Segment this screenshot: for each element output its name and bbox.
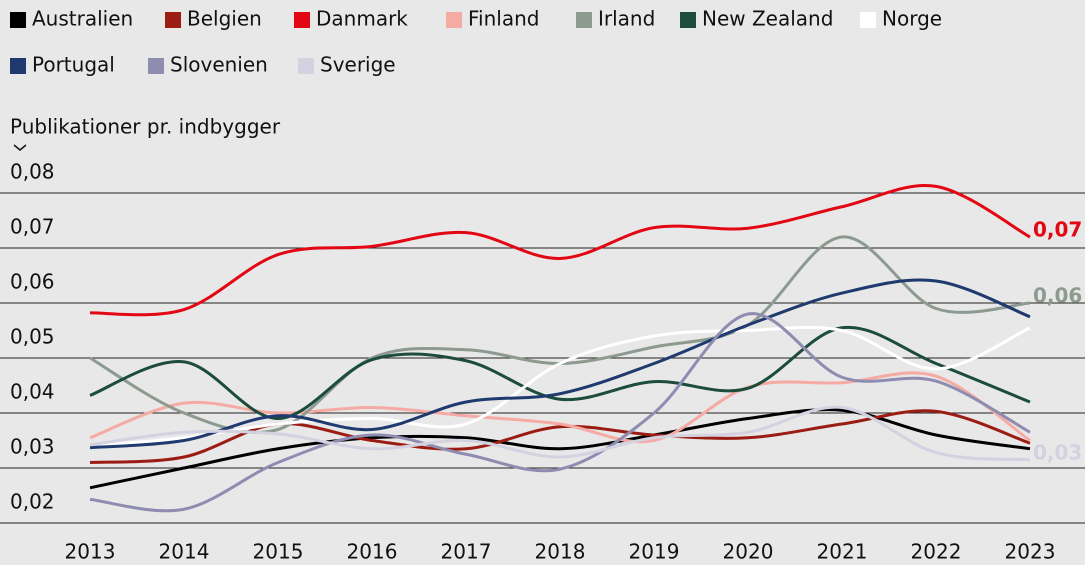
legend-label: Belgien [187,7,262,31]
legend-label: Portugal [32,53,115,77]
y-tick-label: 0,02 [10,490,55,514]
end-label: 0,06 [1033,284,1082,308]
line [89,405,1031,462]
legend-swatch [680,12,696,28]
legend-swatch [148,58,164,74]
x-tick-label: 2014 [159,540,210,564]
x-tick-label: 2022 [911,540,962,564]
line [89,371,1031,444]
line [89,408,1031,490]
y-tick-label: 0,08 [10,160,55,184]
legend-swatch [10,12,26,28]
y-tick-label: 0,03 [10,435,55,459]
x-tick-label: 2021 [817,540,868,564]
legend-swatch [576,12,592,28]
x-tick-label: 2019 [629,540,680,564]
line [89,325,1031,448]
line [89,325,1031,421]
end-label: 0,07 [1033,218,1082,242]
chevron-icon [13,144,27,151]
line [89,235,1031,434]
x-tick-label: 2016 [347,540,398,564]
legend-swatch [10,58,26,74]
x-tick-label: 2017 [441,540,492,564]
y-tick-label: 0,06 [10,270,55,294]
legend-swatch [446,12,462,28]
legend-label: Slovenien [170,53,268,77]
legend-swatch [294,12,310,28]
end-label: 0,03 [1033,440,1082,464]
legend-swatch [298,58,314,74]
legend-swatch [860,12,876,28]
legend-label: Finland [468,7,539,31]
y-axis-label: Publikationer pr. indbygger [10,115,281,139]
line [89,278,1031,450]
y-tick-label: 0,07 [10,215,55,239]
legend-label: Australien [32,7,133,31]
line [89,312,1031,513]
legend-label: New Zealand [702,7,833,31]
legend-label: Norge [882,7,942,31]
line [89,184,1031,317]
legend-label: Sverige [320,53,396,77]
line [89,409,1031,464]
legend-label: Irland [598,7,655,31]
x-tick-label: 2023 [1005,540,1056,564]
x-tick-label: 2020 [723,540,774,564]
x-tick-label: 2018 [535,540,586,564]
y-tick-label: 0,05 [10,325,55,349]
x-tick-label: 2015 [253,540,304,564]
legend-swatch [165,12,181,28]
y-tick-label: 0,04 [10,380,55,404]
x-tick-label: 2013 [65,540,116,564]
legend-label: Danmark [316,7,408,31]
